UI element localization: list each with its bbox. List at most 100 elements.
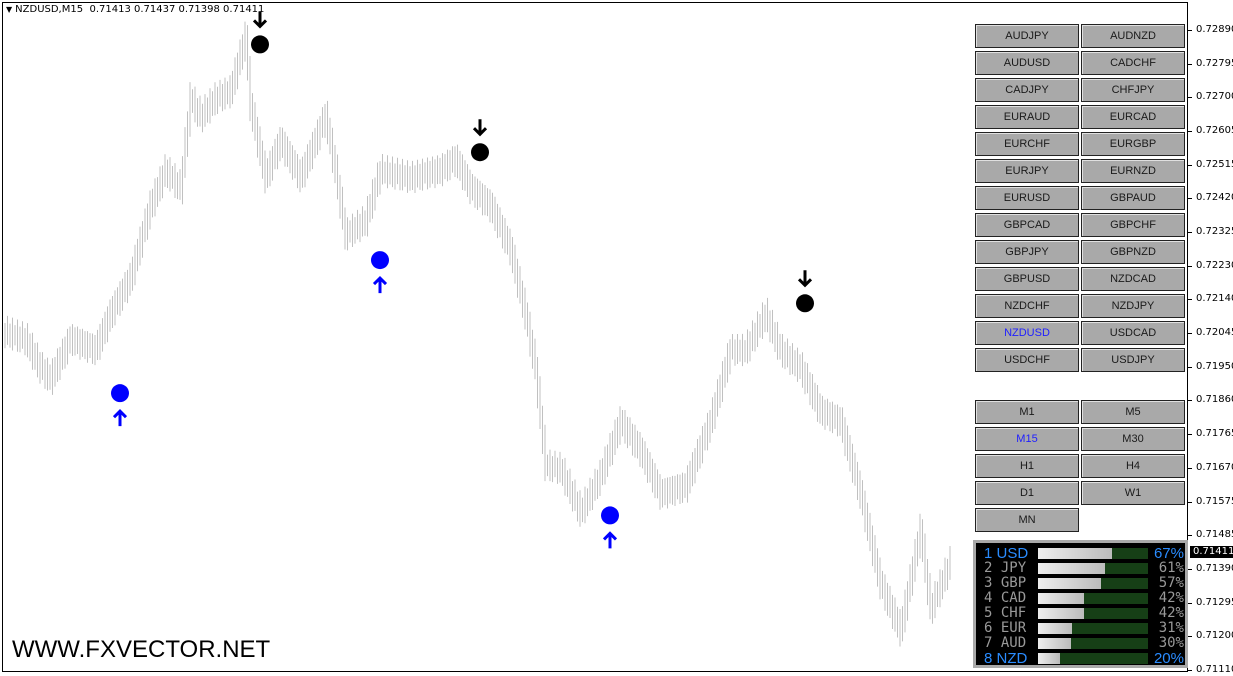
ohlc-label: 0.71413 0.71437 0.71398 0.71411 bbox=[89, 4, 265, 15]
pair-button-usdjpy[interactable]: USDJPY bbox=[1081, 348, 1185, 372]
pair-button-nzdchf[interactable]: NZDCHF bbox=[975, 294, 1079, 318]
strength-percent: 61% bbox=[1158, 560, 1184, 576]
pair-button-audnzd[interactable]: AUDNZD bbox=[1081, 24, 1185, 48]
pair-button-cadchf[interactable]: CADCHF bbox=[1081, 51, 1185, 75]
timeframe-button-w1[interactable]: W1 bbox=[1081, 481, 1185, 505]
axis-tick bbox=[1188, 265, 1192, 267]
pair-button-eurcad[interactable]: EURCAD bbox=[1081, 105, 1185, 129]
pair-button-eurjpy[interactable]: EURJPY bbox=[975, 159, 1079, 183]
pair-button-audusd[interactable]: AUDUSD bbox=[975, 51, 1079, 75]
strength-fill bbox=[1038, 653, 1060, 664]
axis-tick bbox=[1188, 501, 1192, 503]
timeframe-button-m30[interactable]: M30 bbox=[1081, 427, 1185, 451]
signal-dot bbox=[796, 294, 814, 313]
sell-signal bbox=[251, 11, 269, 54]
axis-tick bbox=[1188, 30, 1192, 31]
timeframe-button-m15[interactable]: M15 bbox=[975, 427, 1079, 451]
watermark: WWW.FXVECTOR.NET bbox=[12, 636, 271, 663]
currency-label: 8 NZD bbox=[984, 651, 1036, 666]
chart-title: ▼ NZDUSD,M15 0.71413 0.71437 0.71398 0.71… bbox=[6, 4, 264, 15]
pair-button-eurchf[interactable]: EURCHF bbox=[975, 132, 1079, 156]
pair-button-eurusd[interactable]: EURUSD bbox=[975, 186, 1079, 210]
pair-button-gbpnzd[interactable]: GBPNZD bbox=[1081, 240, 1185, 264]
axis-tick bbox=[1188, 299, 1192, 301]
timeframe-button-mn[interactable]: MN bbox=[975, 508, 1079, 532]
pair-button-gbpjpy[interactable]: GBPJPY bbox=[975, 240, 1079, 264]
rank-number: 4 bbox=[984, 590, 993, 606]
timeframe-button-h4[interactable]: H4 bbox=[1081, 454, 1185, 478]
pair-button-gbpcad[interactable]: GBPCAD bbox=[975, 213, 1079, 237]
buy-signal bbox=[111, 384, 129, 427]
price-label: 0.71765 bbox=[1196, 428, 1233, 440]
rank-number: 8 bbox=[984, 650, 993, 667]
strength-fill bbox=[1038, 563, 1106, 574]
axis-tick bbox=[1188, 198, 1192, 200]
currency-strength-panel: 1 USD 67% 2 JPY 61% 3 GBP 57% 4 CAD 42% 5 CHF 42%… bbox=[973, 540, 1188, 668]
currency-code: AUD bbox=[1000, 635, 1027, 651]
signal-dot bbox=[111, 384, 129, 403]
strength-row: 8 NZD 20% bbox=[980, 651, 1184, 666]
pair-button-usdcad[interactable]: USDCAD bbox=[1081, 321, 1185, 345]
axis-tick bbox=[1188, 164, 1192, 166]
arrow-up-icon bbox=[112, 409, 128, 427]
pair-button-euraud[interactable]: EURAUD bbox=[975, 105, 1079, 129]
arrow-down-icon bbox=[797, 270, 813, 288]
strength-bar bbox=[1038, 623, 1148, 634]
strength-percent: 20% bbox=[1153, 650, 1184, 667]
axis-tick bbox=[1188, 232, 1192, 234]
buy-signal bbox=[601, 506, 619, 549]
pair-button-gbpchf[interactable]: GBPCHF bbox=[1081, 213, 1185, 237]
timeframe-button-h1[interactable]: H1 bbox=[975, 454, 1079, 478]
dropdown-triangle-icon[interactable]: ▼ bbox=[6, 5, 13, 14]
timeframe-button-d1[interactable]: D1 bbox=[975, 481, 1079, 505]
strength-row: 5 CHF 42% bbox=[980, 606, 1184, 621]
strength-bar bbox=[1038, 578, 1148, 589]
symbol-label: NZDUSD,M15 bbox=[15, 4, 84, 15]
strength-percent: 67% bbox=[1153, 545, 1184, 562]
strength-fill bbox=[1038, 623, 1073, 634]
rank-number: 6 bbox=[984, 620, 993, 636]
pair-button-gbpusd[interactable]: GBPUSD bbox=[975, 267, 1079, 291]
rank-number: 3 bbox=[984, 575, 993, 591]
strength-row: 3 GBP 57% bbox=[980, 576, 1184, 591]
currency-code: JPY bbox=[1000, 560, 1027, 576]
strength-bar bbox=[1038, 563, 1148, 574]
rank-number: 5 bbox=[984, 605, 993, 621]
price-chart[interactable] bbox=[0, 0, 1188, 675]
pair-button-eurnzd[interactable]: EURNZD bbox=[1081, 159, 1185, 183]
currency-code: NZD bbox=[996, 650, 1028, 667]
strength-fill bbox=[1038, 548, 1112, 559]
pair-button-chfjpy[interactable]: CHFJPY bbox=[1081, 78, 1185, 102]
arrow-down-icon bbox=[252, 11, 268, 29]
pair-button-cadjpy[interactable]: CADJPY bbox=[975, 78, 1079, 102]
price-label: 0.72515 bbox=[1196, 158, 1233, 170]
axis-tick bbox=[1188, 535, 1192, 537]
price-label: 0.72325 bbox=[1196, 226, 1233, 238]
pair-button-nzdcad[interactable]: NZDCAD bbox=[1081, 267, 1185, 291]
axis-tick bbox=[1188, 97, 1192, 99]
pair-button-audjpy[interactable]: AUDJPY bbox=[975, 24, 1079, 48]
axis-tick bbox=[1188, 400, 1192, 402]
pair-button-usdchf[interactable]: USDCHF bbox=[975, 348, 1079, 372]
timeframe-button-m1[interactable]: M1 bbox=[975, 400, 1079, 424]
rank-number: 2 bbox=[984, 560, 993, 576]
timeframe-button-m5[interactable]: M5 bbox=[1081, 400, 1185, 424]
pair-button-nzdjpy[interactable]: NZDJPY bbox=[1081, 294, 1185, 318]
strength-fill bbox=[1038, 593, 1085, 604]
pair-button-eurgbp[interactable]: EURGBP bbox=[1081, 132, 1185, 156]
arrow-up-icon bbox=[372, 275, 388, 294]
pair-button-gbpaud[interactable]: GBPAUD bbox=[1081, 186, 1185, 210]
signal-dot bbox=[601, 506, 619, 525]
strength-bar bbox=[1038, 593, 1148, 604]
strength-percent: 42% bbox=[1158, 590, 1184, 606]
signal-dot bbox=[251, 35, 269, 54]
currency-label: 2 JPY bbox=[984, 561, 1036, 576]
pair-button-nzdusd[interactable]: NZDUSD bbox=[975, 321, 1079, 345]
axis-tick bbox=[1188, 63, 1192, 65]
